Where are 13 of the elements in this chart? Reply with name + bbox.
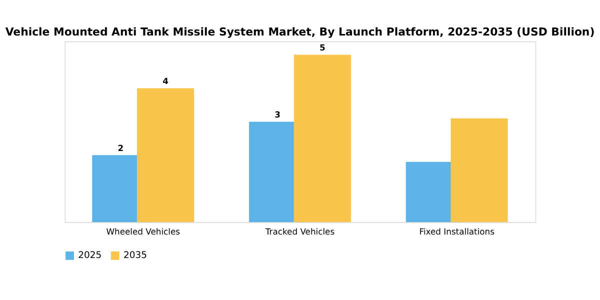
bar: [136, 88, 194, 222]
legend-label: 2025: [78, 250, 102, 262]
data-label: 4: [162, 76, 169, 86]
bar: [450, 118, 508, 222]
x-tick-label: Fixed Installations: [419, 226, 494, 236]
data-label: 3: [274, 109, 281, 120]
data-label: 2: [118, 142, 124, 153]
data-label: 5: [319, 42, 326, 53]
bar: [294, 54, 351, 222]
x-tick-label: Tracked Vehicles: [264, 226, 335, 236]
x-tick-label: Wheeled Vehicles: [106, 226, 180, 236]
chart-title: Vehicle Mounted Anti Tank Missile System Market, By Launch Platform, 2025-2035 (USD Billion): [5, 26, 595, 39]
legend-label: 2035: [124, 250, 148, 262]
